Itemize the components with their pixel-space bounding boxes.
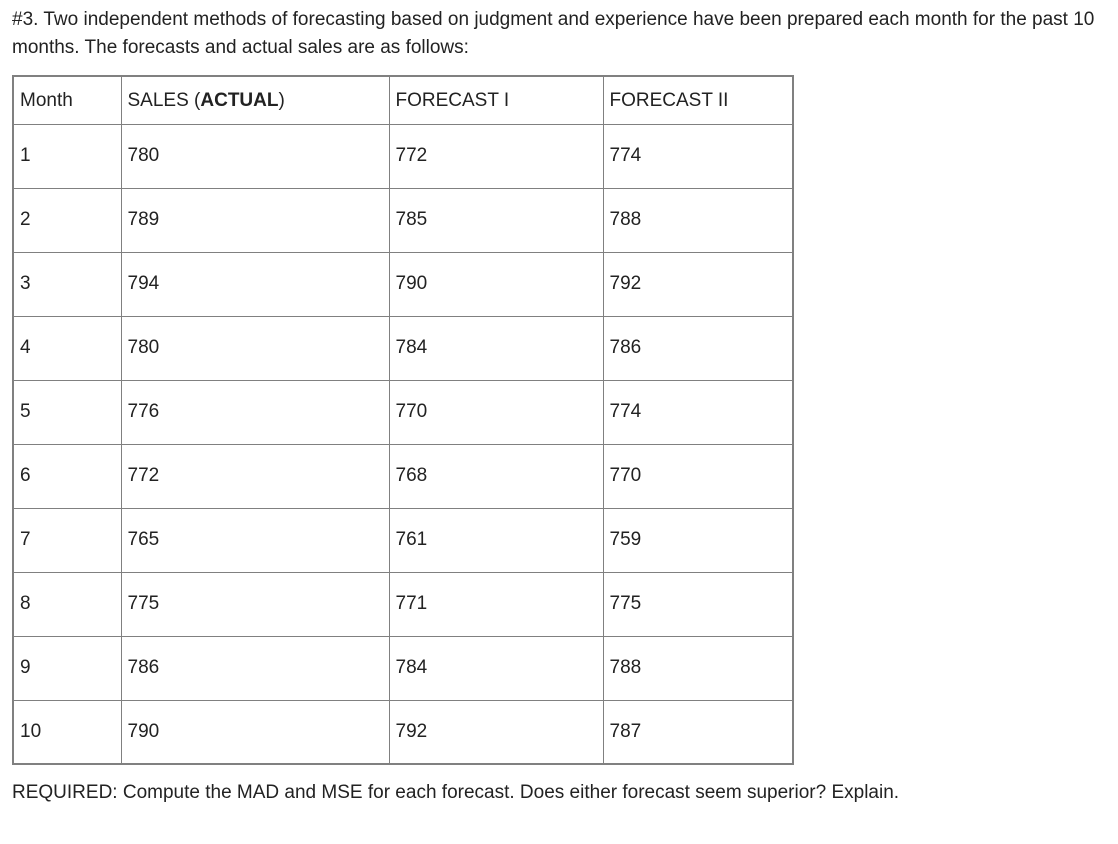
table-header-row: Month SALES (ACTUAL) FORECAST I FORECAST… [13,76,793,124]
table-row: 5 776 770 774 [13,380,793,444]
question-number: #3. [12,9,38,30]
required-text: REQUIRED: Compute the MAD and MSE for ea… [12,779,1102,807]
cell-month: 4 [13,316,121,380]
cell-month: 8 [13,572,121,636]
cell-actual: 789 [121,188,389,252]
table-row: 8 775 771 775 [13,572,793,636]
cell-f2: 774 [603,380,793,444]
table-row: 1 780 772 774 [13,124,793,188]
forecast-table: Month SALES (ACTUAL) FORECAST I FORECAST… [12,75,794,765]
table-row: 9 786 784 788 [13,636,793,700]
col-header-actual: SALES (ACTUAL) [121,76,389,124]
cell-actual: 790 [121,700,389,764]
cell-actual: 794 [121,252,389,316]
cell-f1: 761 [389,508,603,572]
cell-f1: 768 [389,444,603,508]
cell-month: 9 [13,636,121,700]
cell-f2: 775 [603,572,793,636]
col-header-month: Month [13,76,121,124]
cell-month: 2 [13,188,121,252]
cell-f2: 774 [603,124,793,188]
cell-f1: 790 [389,252,603,316]
cell-month: 3 [13,252,121,316]
cell-month: 1 [13,124,121,188]
cell-f2: 792 [603,252,793,316]
col-header-forecast2: FORECAST II [603,76,793,124]
table-body: 1 780 772 774 2 789 785 788 3 794 790 79… [13,124,793,764]
cell-f2: 770 [603,444,793,508]
cell-actual: 776 [121,380,389,444]
cell-actual: 780 [121,124,389,188]
cell-f2: 786 [603,316,793,380]
cell-f1: 784 [389,636,603,700]
cell-f1: 771 [389,572,603,636]
cell-f1: 770 [389,380,603,444]
cell-month: 7 [13,508,121,572]
required-label: REQUIRED: [12,782,118,803]
question-text: #3. Two independent methods of forecasti… [12,6,1102,61]
cell-actual: 765 [121,508,389,572]
cell-f2: 788 [603,636,793,700]
cell-month: 5 [13,380,121,444]
cell-f1: 785 [389,188,603,252]
table-row: 7 765 761 759 [13,508,793,572]
col-header-forecast1: FORECAST I [389,76,603,124]
cell-actual: 780 [121,316,389,380]
table-row: 6 772 768 770 [13,444,793,508]
cell-month: 10 [13,700,121,764]
cell-month: 6 [13,444,121,508]
cell-f1: 784 [389,316,603,380]
table-row: 2 789 785 788 [13,188,793,252]
table-row: 4 780 784 786 [13,316,793,380]
cell-f2: 759 [603,508,793,572]
table-row: 3 794 790 792 [13,252,793,316]
cell-actual: 772 [121,444,389,508]
required-body: Compute the MAD and MSE for each forecas… [118,782,899,803]
question-body: Two independent methods of forecasting b… [12,9,1094,58]
cell-f1: 772 [389,124,603,188]
cell-f1: 792 [389,700,603,764]
cell-f2: 787 [603,700,793,764]
cell-f2: 788 [603,188,793,252]
cell-actual: 775 [121,572,389,636]
table-row: 10 790 792 787 [13,700,793,764]
cell-actual: 786 [121,636,389,700]
